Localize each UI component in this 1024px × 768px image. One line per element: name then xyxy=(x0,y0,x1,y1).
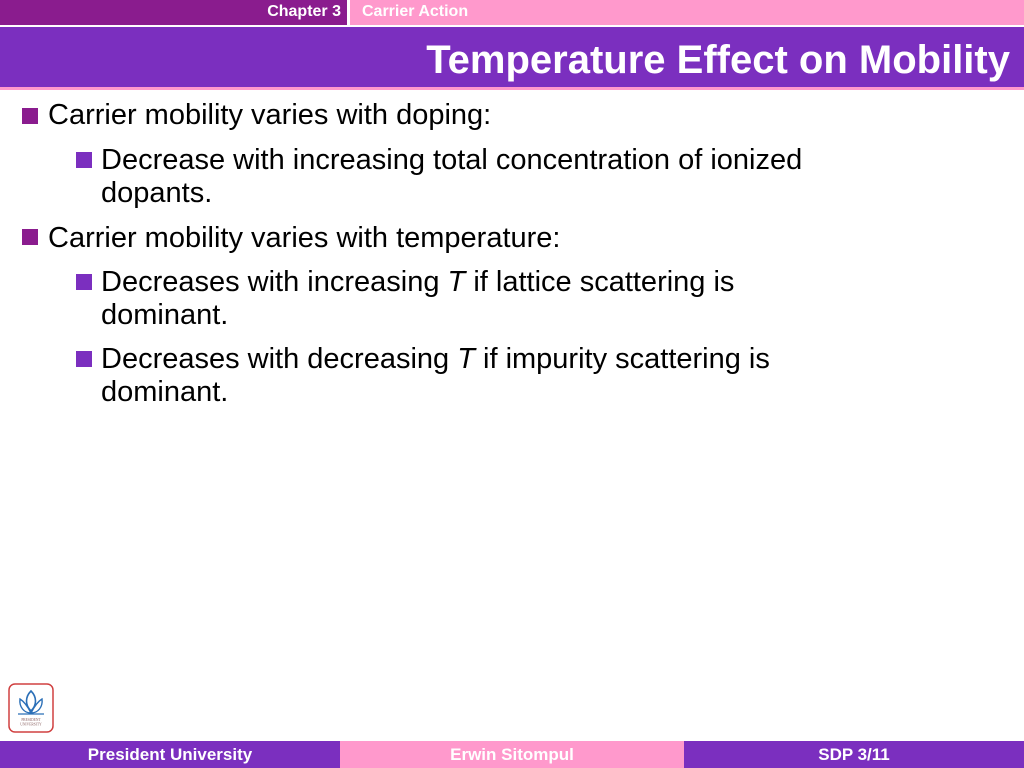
sub-bullet-impurity-line2: dominant. xyxy=(101,376,229,408)
sub-bullet-impurity-pre: Decreases with decreasing xyxy=(101,343,458,375)
bullet-square-icon xyxy=(22,229,38,245)
president-university-logo-icon: PRESIDENT UNIVERSITY xyxy=(8,683,54,733)
sub-bullet-lattice-post: if lattice scattering is xyxy=(465,266,735,298)
sub-bullet-lattice-pre: Decreases with increasing xyxy=(101,266,448,298)
slide-title: Temperature Effect on Mobility xyxy=(426,38,1010,82)
sub-bullet-lattice-line2: dominant. xyxy=(101,299,229,331)
section-label: Carrier Action xyxy=(350,0,1024,25)
sub-bullet-square-icon xyxy=(76,274,92,290)
footer-bar: President University Erwin Sitompul SDP … xyxy=(0,741,1024,768)
sub-bullet-doping-line2: dopants. xyxy=(101,177,213,209)
temperature-variable: T xyxy=(447,266,466,298)
sub-bullet-impurity-post: if impurity scattering is xyxy=(474,343,770,375)
svg-text:UNIVERSITY: UNIVERSITY xyxy=(20,723,42,727)
footer-institution: President University xyxy=(0,741,340,768)
bullet-temperature: Carrier mobility varies with temperature… xyxy=(48,222,561,254)
sub-bullet-square-icon xyxy=(76,152,92,168)
title-bar xyxy=(0,27,1024,87)
temperature-variable: T xyxy=(457,343,475,375)
footer-author: Erwin Sitompul xyxy=(340,741,684,768)
title-divider xyxy=(0,87,1024,90)
sub-bullet-square-icon xyxy=(76,351,92,367)
bullet-doping: Carrier mobility varies with doping: xyxy=(48,99,492,131)
sub-bullet-doping-line1: Decrease with increasing total concentra… xyxy=(101,144,803,176)
sub-bullet-lattice-line1: Decreases with increasing T if lattice s… xyxy=(101,265,734,299)
chapter-label: Chapter 3 xyxy=(0,0,347,25)
footer-slide-number: SDP 3/11 xyxy=(684,741,1024,768)
sub-bullet-impurity-line1: Decreases with decreasing T if impurity … xyxy=(101,342,770,376)
bullet-square-icon xyxy=(22,108,38,124)
svg-text:PRESIDENT: PRESIDENT xyxy=(21,718,41,722)
